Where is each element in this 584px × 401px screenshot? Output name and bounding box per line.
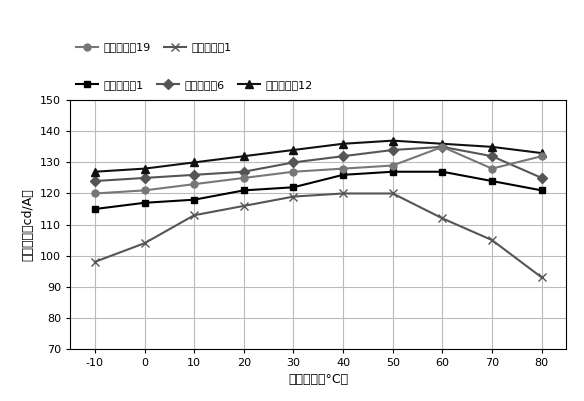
器件实施例19: [389, 163, 396, 168]
器件实施例1: [488, 178, 495, 183]
Line: 器件比较例1: 器件比较例1: [91, 189, 546, 282]
器件比较例1: [538, 275, 545, 280]
器件实施例6: [340, 154, 347, 159]
器件比较例1: [190, 213, 197, 218]
器件实施例12: [538, 151, 545, 156]
器件实施例1: [241, 188, 248, 193]
器件实施例1: [439, 169, 446, 174]
Line: 器件实施例6: 器件实施例6: [92, 144, 545, 184]
器件实施例6: [389, 148, 396, 152]
器件实施例1: [538, 188, 545, 193]
器件实施例12: [141, 166, 148, 171]
器件实施例19: [290, 169, 297, 174]
器件实施例6: [141, 176, 148, 180]
器件比较例1: [141, 241, 148, 245]
器件实施例6: [538, 176, 545, 180]
器件实施例12: [488, 144, 495, 149]
器件比较例1: [389, 191, 396, 196]
器件比较例1: [439, 216, 446, 221]
器件实施例19: [190, 182, 197, 186]
X-axis label: 测量温度（°C）: 测量温度（°C）: [288, 373, 348, 387]
器件实施例19: [141, 188, 148, 193]
器件实施例6: [190, 172, 197, 177]
器件实施例1: [389, 169, 396, 174]
器件实施例12: [290, 148, 297, 152]
器件实施例12: [389, 138, 396, 143]
器件实施例1: [340, 172, 347, 177]
器件实施例19: [92, 191, 99, 196]
器件实施例19: [538, 154, 545, 159]
器件实施例19: [340, 166, 347, 171]
器件比较例1: [290, 194, 297, 199]
器件实施例1: [141, 200, 148, 205]
Legend: 器件实施例19, 器件比较例1: 器件实施例19, 器件比较例1: [76, 43, 232, 53]
器件实施例6: [290, 160, 297, 165]
器件实施例12: [340, 141, 347, 146]
器件实施例19: [488, 166, 495, 171]
Line: 器件实施例1: 器件实施例1: [92, 168, 545, 213]
器件实施例19: [439, 144, 446, 149]
Y-axis label: 电流效率（cd/A）: 电流效率（cd/A）: [22, 188, 34, 261]
器件比较例1: [92, 259, 99, 264]
器件比较例1: [241, 204, 248, 209]
器件实施例1: [92, 207, 99, 211]
器件实施例1: [290, 185, 297, 190]
器件实施例6: [92, 178, 99, 183]
器件比较例1: [340, 191, 347, 196]
器件实施例6: [439, 144, 446, 149]
器件实施例12: [439, 141, 446, 146]
器件实施例19: [241, 176, 248, 180]
器件实施例6: [488, 154, 495, 159]
Line: 器件实施例19: 器件实施例19: [92, 144, 545, 197]
器件实施例6: [241, 169, 248, 174]
器件比较例1: [488, 238, 495, 243]
器件实施例12: [241, 154, 248, 159]
器件实施例12: [92, 169, 99, 174]
Line: 器件实施例12: 器件实施例12: [91, 136, 546, 176]
器件实施例12: [190, 160, 197, 165]
器件实施例1: [190, 197, 197, 202]
